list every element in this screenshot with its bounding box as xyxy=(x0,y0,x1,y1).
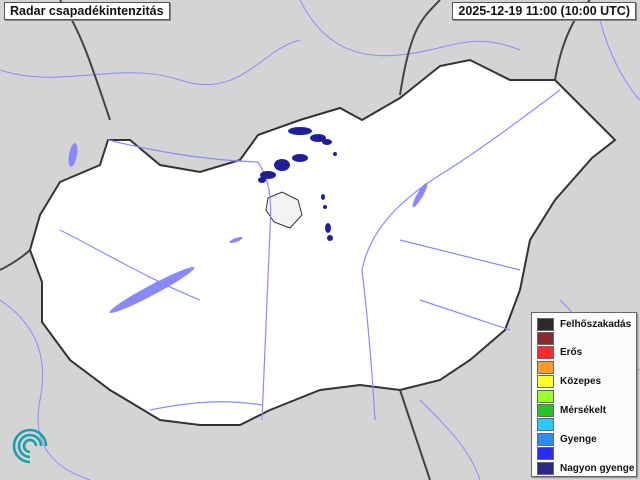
lake-tisza xyxy=(412,182,428,208)
legend-swatch xyxy=(537,418,554,432)
legend-swatch xyxy=(537,346,554,360)
legend-item xyxy=(537,389,560,403)
legend-item xyxy=(537,418,560,432)
timestamp: 2025-12-19 11:00 (10:00 UTC) xyxy=(452,2,636,20)
map-title: Radar csapadékintenzitás xyxy=(4,2,170,20)
rivers xyxy=(59,89,561,421)
legend-label: Nagyon gyenge xyxy=(560,462,635,474)
legend-swatch xyxy=(537,461,554,475)
legend-item: Felhőszakadás xyxy=(537,317,631,331)
legend-item: Erős xyxy=(537,346,582,360)
legend-swatch xyxy=(537,389,554,403)
legend-swatch xyxy=(537,403,554,417)
legend-item: Mérsékelt xyxy=(537,403,606,417)
legend-item xyxy=(537,360,560,374)
legend-item: Gyenge xyxy=(537,432,597,446)
legend-swatch xyxy=(537,331,554,345)
lake-balaton xyxy=(109,267,195,313)
legend-swatch xyxy=(537,447,554,461)
legend-label: Gyenge xyxy=(560,433,597,445)
lake-neusiedl xyxy=(68,143,78,167)
legend-swatch xyxy=(537,317,554,331)
legend-item xyxy=(537,447,560,461)
precipitation-echoes xyxy=(258,127,337,241)
legend-swatch xyxy=(537,432,554,446)
legend-label: Mérsékelt xyxy=(560,404,607,416)
legend-item: Közepes xyxy=(537,375,601,389)
hungary-territory xyxy=(28,58,617,426)
omsz-swirl-logo-icon xyxy=(12,428,48,464)
legend-item: Nagyon gyenge xyxy=(537,461,634,475)
legend-item xyxy=(537,331,560,345)
intensity-legend: Felhőszakadás Erős Közepes Mérsékelt Gyenge N… xyxy=(531,312,637,477)
lakes xyxy=(68,143,428,313)
legend-swatch xyxy=(537,375,554,389)
legend-label: Felhőszakadás xyxy=(560,318,632,330)
legend-swatch xyxy=(537,360,554,374)
lake-velence xyxy=(229,236,243,244)
legend-label: Közepes xyxy=(560,376,602,388)
budapest-boundary xyxy=(265,191,303,229)
legend-label: Erős xyxy=(560,347,583,359)
